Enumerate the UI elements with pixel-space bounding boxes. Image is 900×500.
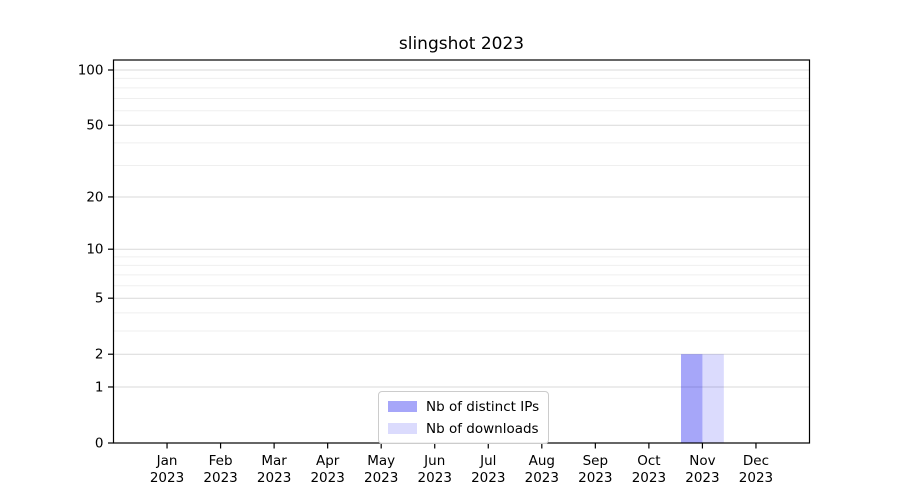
x-tick-label-year: 2023 <box>471 470 505 486</box>
y-tick-label: 100 <box>78 62 104 78</box>
x-tick-label-year: 2023 <box>578 470 612 486</box>
legend-label-downloads: Nb of downloads <box>426 420 539 437</box>
legend-item-downloads: Nb of downloads <box>388 419 539 438</box>
x-tick-label-month: Jul <box>479 453 496 469</box>
x-tick-label-month: Aug <box>529 453 555 469</box>
x-tick-label-year: 2023 <box>685 470 719 486</box>
bar-downloads <box>702 354 724 443</box>
x-tick-label-year: 2023 <box>525 470 559 486</box>
x-tick-label-year: 2023 <box>364 470 398 486</box>
x-tick-label-year: 2023 <box>310 470 344 486</box>
y-tick-label: 10 <box>86 242 103 258</box>
y-tick-label: 1 <box>95 379 104 395</box>
legend-label-distinct-ips: Nb of distinct IPs <box>426 398 540 415</box>
x-tick-label-month: Feb <box>209 453 233 469</box>
x-tick-label-year: 2023 <box>257 470 291 486</box>
x-tick-label-year: 2023 <box>632 470 666 486</box>
x-tick-label-month: Dec <box>743 453 769 469</box>
x-tick-label-month: Nov <box>689 453 715 469</box>
x-tick-label-year: 2023 <box>203 470 237 486</box>
y-tick-label: 0 <box>95 435 104 451</box>
x-tick-label-month: Apr <box>316 453 340 469</box>
x-tick-label-year: 2023 <box>739 470 773 486</box>
y-tick-label: 50 <box>86 118 103 134</box>
bar-distinct-ips <box>681 354 703 443</box>
x-tick-label-month: Jun <box>423 453 445 469</box>
y-tick-label: 20 <box>86 189 103 205</box>
x-tick-label-year: 2023 <box>418 470 452 486</box>
legend-item-distinct-ips: Nb of distinct IPs <box>388 397 539 416</box>
axes-group: 0125102050100Jan2023Feb2023Mar2023Apr202… <box>78 59 811 486</box>
legend: Nb of distinct IPs Nb of downloads <box>378 391 550 444</box>
x-tick-label-month: May <box>367 453 395 469</box>
chart-title: slingshot 2023 <box>398 34 525 54</box>
y-tick-label: 2 <box>95 347 104 363</box>
x-tick-label-month: Jan <box>156 453 178 469</box>
x-tick-label-year: 2023 <box>150 470 184 486</box>
y-tick-label: 5 <box>95 291 104 307</box>
legend-swatch-distinct-ips <box>388 401 417 412</box>
x-tick-label-month: Oct <box>637 453 660 469</box>
legend-swatch-downloads <box>388 423 417 434</box>
x-tick-label-month: Mar <box>261 453 287 469</box>
x-tick-label-month: Sep <box>583 453 608 469</box>
